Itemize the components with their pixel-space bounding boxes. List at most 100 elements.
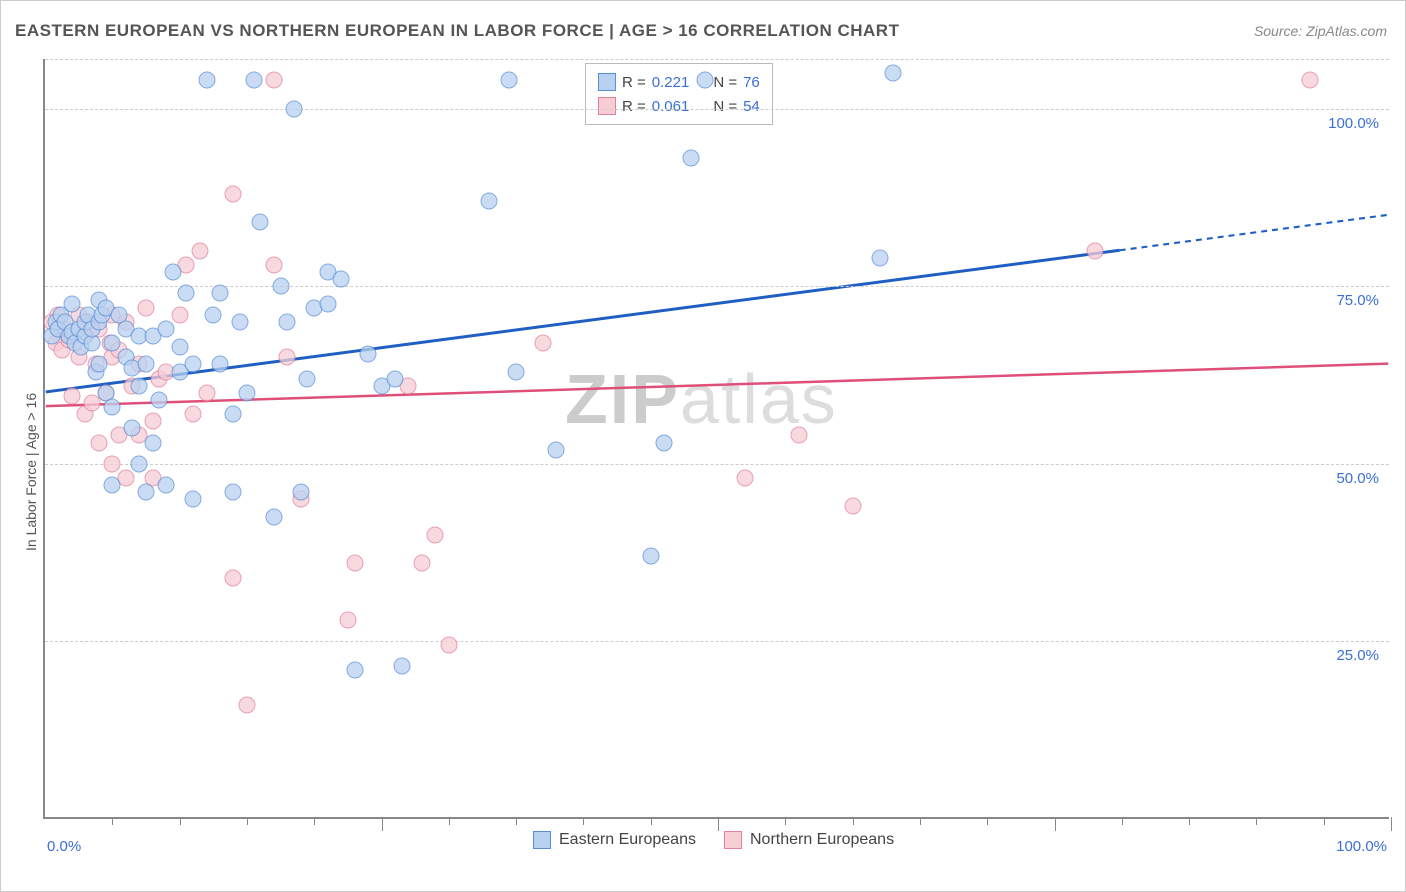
y-tick-label: 100.0%	[1328, 115, 1379, 132]
data-point	[346, 555, 363, 572]
data-point	[164, 264, 181, 281]
data-point	[790, 427, 807, 444]
data-point	[63, 296, 80, 313]
chart-container: EASTERN EUROPEAN VS NORTHERN EUROPEAN IN…	[0, 0, 1406, 892]
data-point	[319, 296, 336, 313]
data-point	[238, 697, 255, 714]
data-point	[137, 356, 154, 373]
gridline	[45, 641, 1389, 642]
data-point	[144, 413, 161, 430]
x-tick	[853, 817, 854, 825]
data-point	[171, 338, 188, 355]
data-point	[642, 548, 659, 565]
data-point	[884, 65, 901, 82]
y-tick-label: 75.0%	[1336, 292, 1379, 309]
data-point	[265, 509, 282, 526]
data-point	[238, 384, 255, 401]
legend-swatch	[598, 97, 616, 115]
data-point	[393, 658, 410, 675]
data-point	[225, 484, 242, 501]
x-tick	[180, 817, 181, 825]
x-tick	[987, 817, 988, 825]
data-point	[265, 256, 282, 273]
data-point	[548, 441, 565, 458]
data-point	[232, 313, 249, 330]
data-point	[178, 285, 195, 302]
data-point	[198, 384, 215, 401]
legend-swatch	[533, 831, 551, 849]
data-point	[137, 299, 154, 316]
data-point	[299, 370, 316, 387]
x-tick-label: 100.0%	[1336, 838, 1387, 855]
data-point	[501, 72, 518, 89]
x-tick	[583, 817, 584, 825]
data-point	[440, 636, 457, 653]
y-tick-label: 50.0%	[1336, 470, 1379, 487]
data-point	[205, 306, 222, 323]
data-point	[535, 335, 552, 352]
data-point	[427, 526, 444, 543]
x-tick	[651, 817, 652, 825]
data-point	[104, 399, 121, 416]
data-point	[339, 612, 356, 629]
data-point	[333, 271, 350, 288]
legend-swatch	[598, 73, 616, 91]
stat-n-value: 76	[743, 74, 760, 91]
legend-stat-row: R = 0.061N = 54	[598, 94, 760, 118]
x-tick	[112, 817, 113, 825]
x-tick	[382, 817, 383, 831]
data-point	[871, 249, 888, 266]
data-point	[386, 370, 403, 387]
x-tick	[785, 817, 786, 825]
data-point	[104, 335, 121, 352]
data-point	[151, 391, 168, 408]
x-tick	[1189, 817, 1190, 825]
stat-n-label: N =	[713, 98, 737, 115]
watermark-rest: atlas	[680, 360, 838, 438]
data-point	[844, 498, 861, 515]
x-tick	[1324, 817, 1325, 825]
gridline	[45, 109, 1389, 110]
data-point	[360, 345, 377, 362]
data-point	[171, 306, 188, 323]
data-point	[292, 484, 309, 501]
data-point	[185, 406, 202, 423]
data-point	[508, 363, 525, 380]
y-axis-label: In Labor Force | Age > 16	[23, 393, 39, 551]
gridline	[45, 286, 1389, 287]
data-point	[158, 320, 175, 337]
source-attribution: Source: ZipAtlas.com	[1254, 23, 1387, 39]
data-point	[211, 356, 228, 373]
data-point	[185, 491, 202, 508]
data-point	[198, 72, 215, 89]
data-point	[683, 150, 700, 167]
x-tick	[920, 817, 921, 825]
stat-r-label: R =	[622, 74, 646, 91]
data-point	[124, 420, 141, 437]
data-point	[158, 477, 175, 494]
watermark-bold: ZIP	[565, 360, 680, 438]
x-tick	[1055, 817, 1056, 831]
y-tick-label: 25.0%	[1336, 647, 1379, 664]
data-point	[696, 72, 713, 89]
data-point	[144, 434, 161, 451]
data-point	[252, 214, 269, 231]
data-point	[225, 185, 242, 202]
stat-n-label: N =	[713, 74, 737, 91]
data-point	[736, 470, 753, 487]
data-point	[279, 313, 296, 330]
data-point	[245, 72, 262, 89]
data-point	[211, 285, 228, 302]
data-point	[131, 377, 148, 394]
legend-series-label: Northern Europeans	[750, 831, 894, 849]
legend-stat-row: R = 0.221N = 76	[598, 70, 760, 94]
data-point	[656, 434, 673, 451]
data-point	[413, 555, 430, 572]
scatter-plot-area: ZIPatlas R = 0.221N = 76R = 0.061N = 54 …	[43, 59, 1389, 819]
legend-series-label: Eastern Europeans	[559, 831, 696, 849]
data-point	[90, 434, 107, 451]
data-point	[191, 242, 208, 259]
x-tick	[449, 817, 450, 825]
gridline	[45, 59, 1389, 60]
x-tick	[718, 817, 719, 831]
